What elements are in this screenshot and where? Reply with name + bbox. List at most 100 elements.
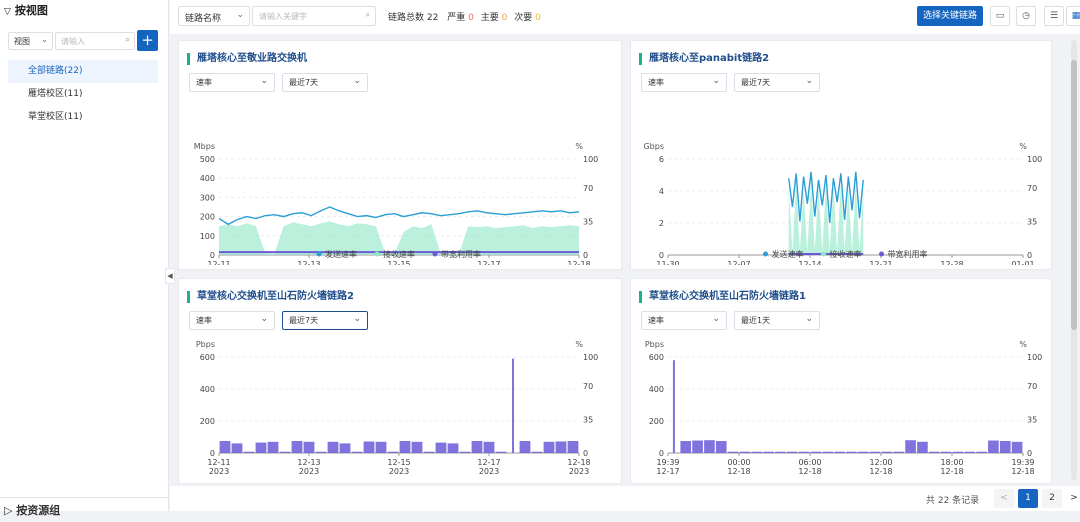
metric-select[interactable]: 速率 ⌄ xyxy=(641,73,727,92)
y-axis-unit: Pbps xyxy=(196,340,215,349)
total-links: 链路总数 22 xyxy=(388,13,439,23)
utilization-bar xyxy=(375,441,387,453)
y2-tick-label: 70 xyxy=(583,382,593,391)
y-tick-label: 0 xyxy=(659,449,664,458)
x-tick-label: 19:39 xyxy=(1011,458,1034,467)
view-select[interactable]: 视图 ⌄ xyxy=(8,32,53,50)
utilization-bar xyxy=(810,451,822,453)
metric-select[interactable]: 速率 ⌄ xyxy=(641,311,727,330)
sidebar-search-input[interactable]: 请输入 ⌕ xyxy=(55,32,135,50)
utilization-bar xyxy=(952,451,964,453)
chart-card-3: 草堂核心交换机至山石防火墙链路2 速率 ⌄ 最近7天 ⌄ Pbps% 0 200 400 6… xyxy=(178,278,622,484)
utilization-bar xyxy=(775,451,786,453)
collapse-sidebar-icon[interactable]: ◀ xyxy=(165,268,175,284)
screen-icon[interactable]: ▭ xyxy=(990,6,1010,26)
y2-tick-label: 100 xyxy=(583,353,598,362)
severe-count: 0 xyxy=(468,13,474,23)
y2-tick-label: 70 xyxy=(1027,382,1037,391)
chevron-down-icon: ⌄ xyxy=(41,35,48,44)
utilization-bar xyxy=(567,441,579,453)
y2-tick-label: 100 xyxy=(1027,155,1042,164)
y-axis-unit: Pbps xyxy=(645,340,664,349)
legend-label: 带宽利用率 xyxy=(888,249,928,259)
utilization-bar xyxy=(917,441,928,453)
prev-page-button[interactable]: < xyxy=(994,489,1014,508)
link-field-select[interactable]: 链路名称 ⌄ xyxy=(178,6,250,26)
metric-select[interactable]: 速率 ⌄ xyxy=(189,311,275,330)
resource-group-section[interactable]: ▷ 按资源组 xyxy=(0,497,168,522)
legend-marker xyxy=(316,251,322,257)
utilization-bar xyxy=(531,451,543,453)
chevron-down-icon: ⌄ xyxy=(353,314,361,324)
chart-rate-3: Pbps %02004006000357010012-11202312-13202… xyxy=(196,340,598,476)
y-axis-unit: Gbps xyxy=(643,142,664,151)
x-tick-label: 2023 xyxy=(209,467,229,476)
next-page-button[interactable]: > xyxy=(1070,493,1078,503)
y-tick-label: 6 xyxy=(659,155,664,164)
y2-tick-label: 0 xyxy=(583,251,588,260)
x-tick-label: 12-17 xyxy=(477,260,500,265)
scrollbar[interactable] xyxy=(1071,40,1077,480)
utilization-bar xyxy=(303,441,315,453)
period-select[interactable]: 最近1天 ⌄ xyxy=(734,311,820,330)
legend-marker xyxy=(821,251,826,257)
utilization-bar xyxy=(988,440,999,453)
keyword-search-input[interactable]: 请输入关键字 ⌕ xyxy=(252,6,376,26)
search-icon: ⌕ xyxy=(365,10,370,19)
choose-key-links-button[interactable]: 选择关键链路 xyxy=(917,6,983,26)
utilization-bar xyxy=(704,440,715,453)
x-tick-label: 06:00 xyxy=(798,458,821,467)
y-axis-unit: Mbps xyxy=(194,142,215,151)
metric-select[interactable]: 速率 ⌄ xyxy=(189,73,275,92)
tree-item-caotang-campus[interactable]: 草堂校区(11) xyxy=(28,112,83,122)
utilization-bar xyxy=(1011,441,1023,453)
utilization-bar xyxy=(834,451,845,453)
grid-view-icon[interactable]: ▦ xyxy=(1066,6,1080,26)
tree-item-yanta-campus[interactable]: 雁塔校区(11) xyxy=(28,89,83,99)
y-tick-label: 100 xyxy=(200,232,215,241)
x-tick-label: 12-11 xyxy=(207,260,230,265)
period-select[interactable]: 最近7天 ⌄ xyxy=(282,73,368,92)
x-tick-label: 12-21 xyxy=(869,260,892,265)
y-tick-label: 400 xyxy=(649,385,664,394)
chevron-down-icon: ⌄ xyxy=(712,314,720,324)
utilization-bar xyxy=(940,451,952,453)
utilization-bar xyxy=(495,451,507,453)
utilization-bar xyxy=(751,451,763,453)
x-tick-label: 12:00 xyxy=(869,458,892,467)
utilization-bar xyxy=(327,441,339,453)
list-view-icon[interactable]: ☰ xyxy=(1044,6,1064,26)
sidebar-title[interactable]: ▽ 按视图 xyxy=(4,2,48,18)
x-tick-label: 12-18 xyxy=(798,467,821,476)
minor-count: 0 xyxy=(535,13,541,23)
legend-label: 发送速率 xyxy=(772,249,804,259)
x-tick-label: 2023 xyxy=(479,467,499,476)
page-1-button[interactable]: 1 xyxy=(1018,489,1038,508)
utilization-bar xyxy=(315,451,327,453)
metric-value: 速率 xyxy=(196,78,212,87)
tree-item-all-links[interactable]: 全部链路(22) xyxy=(8,60,158,83)
y-tick-label: 0 xyxy=(659,251,664,260)
chart-card-1: 雁塔核心至敬业路交换机 速率 ⌄ 最近7天 ⌄ Mbps% 0 100 200 300 400… xyxy=(178,40,622,270)
legend-marker xyxy=(432,251,438,257)
page-2-button[interactable]: 2 xyxy=(1042,489,1062,508)
x-tick-label: 19:39 xyxy=(656,458,679,467)
y2-tick-label: 70 xyxy=(583,184,593,193)
period-select[interactable]: 最近7天 ⌄ xyxy=(282,311,368,330)
y-tick-label: 400 xyxy=(200,174,215,183)
utilization-bar xyxy=(727,451,739,453)
x-tick-label: 00:00 xyxy=(727,458,750,467)
utilization-bar xyxy=(672,360,675,453)
utilization-bar xyxy=(519,441,531,453)
period-select[interactable]: 最近7天 ⌄ xyxy=(734,73,820,92)
utilization-bar xyxy=(512,358,514,453)
chevron-down-icon: ⌄ xyxy=(353,76,361,86)
clock-icon[interactable]: ◷ xyxy=(1016,6,1036,26)
add-button[interactable]: + xyxy=(137,30,158,51)
x-tick-label: 12-17 xyxy=(477,458,500,467)
x-tick-label: 12-11 xyxy=(207,458,230,467)
y-tick-label: 4 xyxy=(659,187,664,196)
chevron-down-icon: ⌄ xyxy=(712,76,720,86)
y-tick-label: 600 xyxy=(200,353,215,362)
scrollbar-thumb[interactable] xyxy=(1071,60,1077,330)
